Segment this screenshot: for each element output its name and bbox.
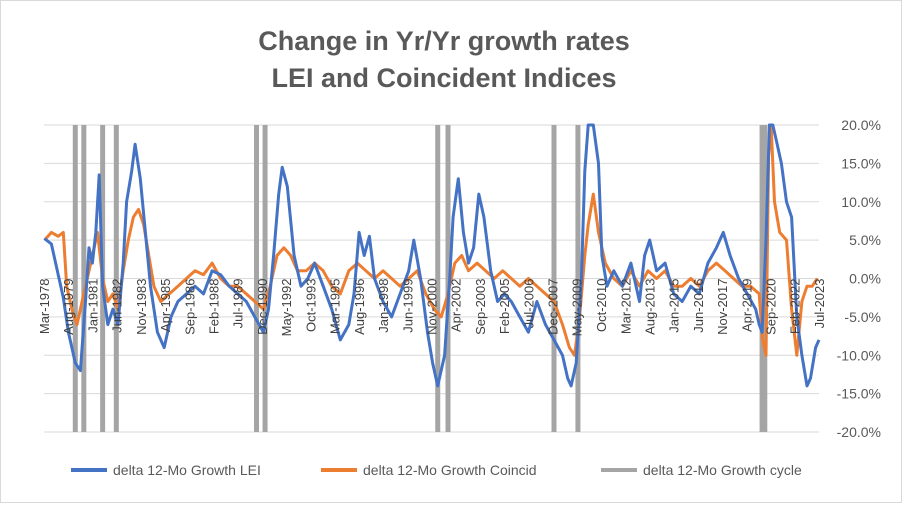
x-tick-label: Mar-2012 <box>618 279 633 335</box>
legend: delta 12-Mo Growth LEI delta 12-Mo Growth… <box>71 462 802 478</box>
series-line-lei <box>43 123 821 388</box>
x-tick-label: Jun-1982 <box>110 279 125 333</box>
chart-title-line-1: Change in Yr/Yr growth rates <box>258 26 630 56</box>
legend-label: delta 12-Mo Growth LEI <box>113 462 261 478</box>
x-tick-label: Jan-1998 <box>376 279 391 333</box>
cycle-bar <box>445 125 451 432</box>
x-tick-label: Jul-1989 <box>231 279 246 329</box>
x-tick-label: Jul-2023 <box>812 279 827 329</box>
x-tick-label: Jan-1981 <box>85 279 100 333</box>
cycle-bar <box>759 125 765 432</box>
cycle-bar <box>551 125 557 432</box>
x-tick-label: Nov-1983 <box>134 279 149 335</box>
series-line-coincid <box>43 123 819 357</box>
y-tick-label: 5.0% <box>849 232 881 248</box>
y-axis-labels: 20.0% 15.0% 10.0% 5.0% 0.0% -5.0% -10.0% -15.0%… <box>837 117 881 440</box>
x-axis-labels: Mar-1978 Aug-1979 Jan-1981 Jun-1982 Nov-1983… <box>37 278 827 336</box>
y-tick-label: 15.0% <box>841 155 881 171</box>
y-tick-label: -20.0% <box>837 424 881 440</box>
cycle-bar <box>262 125 268 432</box>
x-tick-label: Nov-2017 <box>715 279 730 335</box>
x-tick-label: Oct-1993 <box>303 279 318 332</box>
cycle-bar <box>81 125 87 432</box>
cycle-bar <box>435 125 441 432</box>
x-tick-label: Jan-2015 <box>667 279 682 333</box>
series-lines <box>43 123 821 388</box>
x-tick-label: Mar-1995 <box>328 279 343 335</box>
legend-label: delta 12-Mo Growth Coincid <box>363 462 537 478</box>
x-tick-label: Feb-2005 <box>497 279 512 335</box>
cycle-bar <box>575 125 581 432</box>
x-tick-label: Aug-2013 <box>642 279 657 335</box>
cycle-bar <box>72 125 78 432</box>
x-tick-label: Mar-1978 <box>37 279 52 335</box>
x-tick-label: Aug-1996 <box>352 279 367 335</box>
y-tick-label: 10.0% <box>841 194 881 210</box>
x-tick-label: Aug-1979 <box>61 279 76 335</box>
x-tick-label: Apr-1985 <box>158 279 173 332</box>
cycle-bar <box>254 125 260 432</box>
grid-lines <box>44 124 819 433</box>
y-tick-label: -5.0% <box>844 309 881 325</box>
x-tick-label: Sep-2003 <box>473 279 488 335</box>
x-tick-label: Dec-1990 <box>255 279 270 335</box>
x-tick-label: Jun-1999 <box>400 279 415 333</box>
x-tick-label: Dec-2007 <box>546 279 561 335</box>
x-tick-label: May-1992 <box>279 279 294 337</box>
x-tick-label: Feb-1988 <box>206 279 221 335</box>
x-tick-label: Sep-2020 <box>764 279 779 335</box>
legend-label: delta 12-Mo Growth cycle <box>643 462 802 478</box>
chart-title-line-2: LEI and Coincident Indices <box>271 63 616 93</box>
x-tick-label: Jun-2016 <box>691 279 706 333</box>
y-tick-label: -10.0% <box>837 347 881 363</box>
x-tick-label: May-2009 <box>570 279 585 337</box>
x-tick-label: Jul-2006 <box>521 279 536 329</box>
y-tick-label: 0.0% <box>849 271 881 287</box>
x-tick-label: Nov-2000 <box>424 279 439 335</box>
cycle-bar <box>113 125 119 432</box>
y-tick-label: -15.0% <box>837 386 881 402</box>
x-tick-label: Feb-2022 <box>788 279 803 335</box>
x-tick-label: Sep-1986 <box>182 279 197 335</box>
x-tick-label: Apr-2019 <box>739 279 754 332</box>
x-tick-label: Apr-2002 <box>449 278 464 331</box>
x-tick-label: Oct-2010 <box>594 279 609 332</box>
y-tick-label: 20.0% <box>841 117 881 133</box>
